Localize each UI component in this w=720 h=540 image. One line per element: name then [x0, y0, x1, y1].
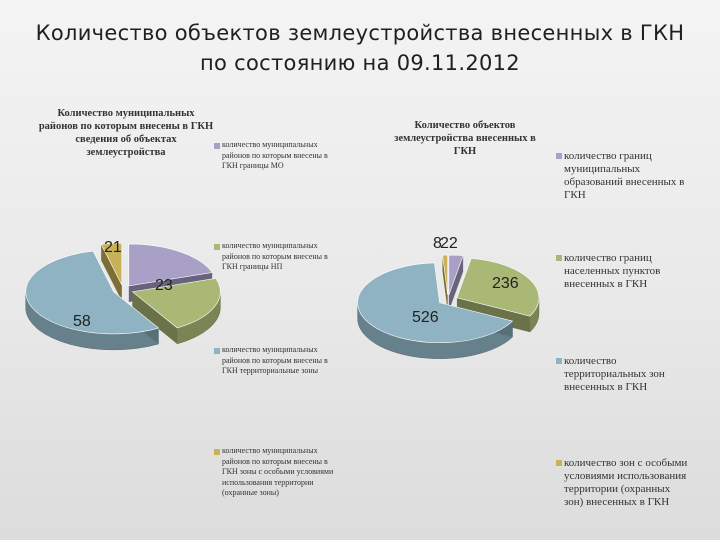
chart-title-left: Количество муниципальных районов по кото… [38, 108, 214, 158]
pie-2-slice-1-edge-2 [448, 255, 464, 312]
pie-2-slice-4 [442, 254, 448, 296]
legend-swatch-right-1 [556, 153, 562, 159]
legend-swatch-right-3 [556, 358, 562, 364]
legend-label-left-3: количество муниципальных районов по кото… [222, 345, 328, 375]
legend-swatch-left-2 [214, 244, 220, 250]
legend-label-left-1: количество муниципальных районов по кото… [222, 140, 328, 170]
pie-chart-2: 22 236 526 8 [357, 235, 540, 359]
pie-1-value-label-3: 58 [73, 313, 91, 330]
pie-1-slice-4 [100, 242, 123, 286]
legend-item-left-1: количество муниципальных районов по кото… [214, 140, 344, 172]
pie-2-slice-1 [448, 254, 464, 296]
legend-swatch-left-1 [214, 143, 220, 149]
legend-label-left-4: количество муниципальных районов по кото… [222, 446, 334, 497]
legend-item-right-3: количество территориальных зон внесенных… [556, 355, 688, 394]
legend-item-right-2: количество границ населенных пунктов вне… [556, 252, 688, 291]
pie-1-slice-4-edge-1 [101, 244, 122, 302]
pie-2-value-label-4: 8 [433, 235, 442, 252]
legend-swatch-left-3 [214, 348, 220, 354]
pie-1-slice-1 [128, 243, 213, 287]
legend-item-right-1: количество границ муниципальных образова… [556, 150, 688, 202]
pie-2-slice-3 [357, 262, 514, 344]
legend-label-right-4: количество зон с особыми условиями испол… [564, 457, 688, 508]
pie-2-value-label-1: 22 [440, 235, 458, 252]
pie-1-value-label-1: 21 [104, 239, 122, 256]
legend-item-right-4: количество зон с особыми условиями испол… [556, 457, 688, 509]
slide-title: Количество объектов землеустройства внес… [35, 21, 685, 75]
pie-chart-1: 21 23 58 [25, 239, 221, 351]
pie-2-slice-4-edge-1 [442, 255, 448, 312]
legend-swatch-right-2 [556, 255, 562, 261]
pie-2-slice-2 [456, 258, 540, 317]
pie-2-value-label-3: 526 [412, 309, 439, 326]
legend-label-right-2: количество границ населенных пунктов вне… [564, 252, 661, 290]
legend-swatch-right-4 [556, 460, 562, 466]
legend-label-right-3: количество территориальных зон внесенных… [564, 355, 665, 393]
pie-1-slice-2 [131, 277, 221, 329]
pie-2-value-label-2: 236 [492, 275, 519, 292]
pie-1-slice-2-edge-2 [132, 291, 178, 344]
pie-1-value-label-2: 23 [155, 277, 173, 294]
chart-title-right: Количество объектов землеустройства внес… [394, 120, 536, 157]
legend-item-left-2: количество муниципальных районов по кото… [214, 241, 344, 273]
legend-item-left-3: количество муниципальных районов по кото… [214, 345, 344, 377]
legend-item-left-4: количество муниципальных районов по кото… [214, 446, 344, 499]
legend-label-right-1: количество границ муниципальных образова… [564, 150, 685, 201]
legend-label-left-2: количество муниципальных районов по кото… [222, 241, 328, 271]
legend-swatch-left-4 [214, 449, 220, 455]
pie-1-slice-3 [25, 250, 160, 335]
